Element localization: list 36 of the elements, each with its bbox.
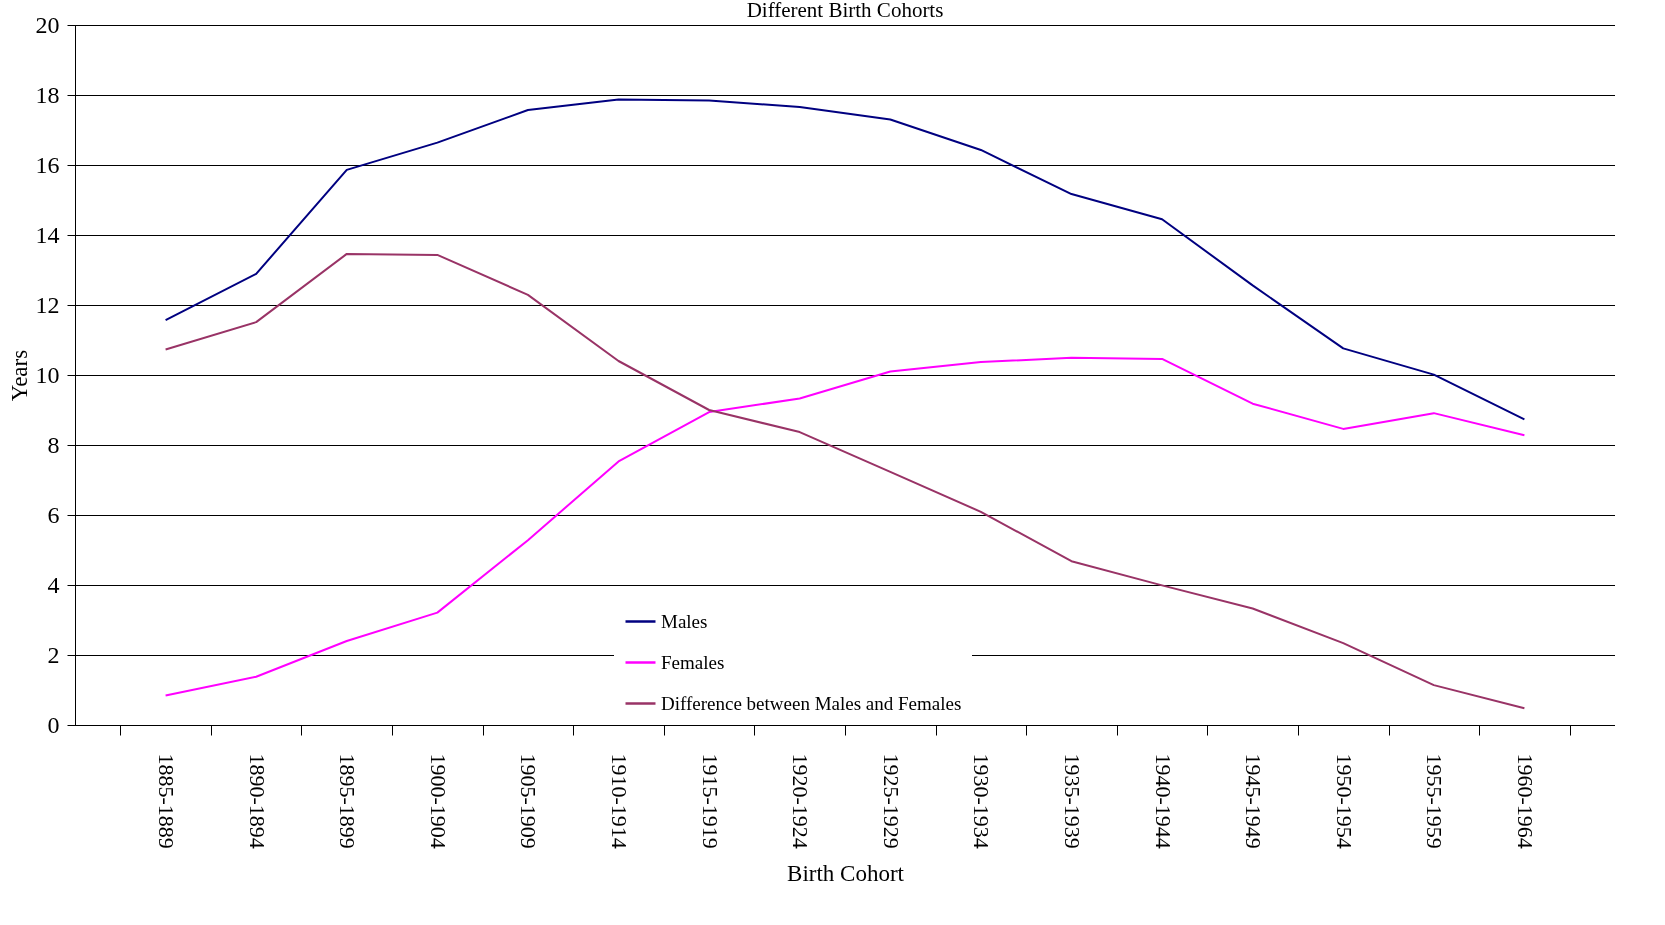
y-tick-label: 18 (35, 81, 60, 108)
y-axis-title: Years (6, 349, 32, 402)
x-tick-label: 1905-1909 (516, 753, 542, 849)
line-series (164, 252, 1526, 710)
x-tick-label: 1950-1954 (1331, 753, 1357, 849)
legend-label: Females (661, 651, 725, 673)
y-tick-label: 10 (35, 361, 60, 388)
y-tick-label: 12 (35, 291, 60, 318)
x-tick-label: 1940-1944 (1150, 753, 1176, 849)
line-series (164, 356, 1526, 697)
x-tick-label: 1955-1959 (1422, 753, 1448, 849)
x-tick-label: 1900-1904 (425, 753, 451, 849)
x-tick-label: 1885-1889 (154, 753, 180, 849)
y-tick-label: 20 (35, 11, 60, 38)
y-tick-label: 0 (47, 711, 60, 738)
legend-label: Males (661, 610, 708, 632)
x-tick-label: 1895-1899 (335, 753, 361, 849)
y-tick-label: 8 (47, 431, 60, 458)
x-tick-label: 1910-1914 (607, 753, 633, 849)
y-tick-label: 14 (35, 221, 60, 248)
x-tick-label: 1890-1894 (244, 753, 270, 849)
x-tick-label: 1930-1934 (969, 753, 995, 849)
y-tick-label: 2 (47, 641, 60, 668)
x-tick-label: 1915-1919 (697, 753, 723, 849)
y-tick-label: 6 (47, 501, 60, 528)
x-tick-label: 1960-1964 (1512, 753, 1538, 849)
y-tick-label: 4 (47, 571, 60, 598)
line-series (164, 98, 1526, 421)
x-tick-label: 1945-1949 (1241, 753, 1267, 849)
y-tick-label: 16 (35, 151, 60, 178)
x-tick-label: 1925-1929 (878, 753, 904, 849)
chart-title: Different Birth Cohorts (746, 0, 944, 22)
x-axis-title: Birth Cohort (787, 860, 905, 886)
legend-label: Difference between Males and Females (661, 692, 962, 714)
x-tick-label: 1935-1939 (1059, 753, 1085, 849)
x-tick-label: 1920-1924 (788, 753, 814, 849)
